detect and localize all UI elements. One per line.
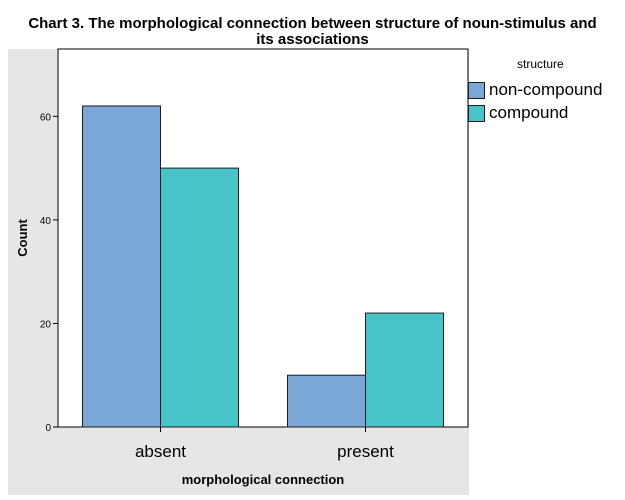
chart-title-line-1: Chart 3. The morphological connection be… (28, 15, 597, 32)
bar-compound-absent (160, 167, 239, 428)
x-tick-label-present: present (337, 442, 394, 461)
legend-swatch-compound (468, 104, 485, 122)
legend-label-compound: compound (489, 103, 569, 122)
chart-title-line-2: its associations (256, 31, 369, 48)
y-axis-label: Count (15, 219, 30, 257)
y-tick-label-60: 60 (40, 112, 52, 123)
x-tick-label-absent: absent (135, 442, 186, 461)
y-tick-label-0: 0 (45, 423, 51, 434)
bar-non-compound-present (287, 374, 366, 428)
legend-label-non-compound: non-compound (489, 80, 603, 99)
legend-item-non-compound: non-compound (468, 80, 602, 100)
x-axis-label: morphological connection (182, 472, 345, 487)
bar-compound-present (365, 312, 444, 428)
legend-item-compound: compound (468, 103, 568, 123)
bar-non-compound-absent (82, 105, 161, 428)
y-tick-label-40: 40 (40, 216, 52, 227)
legend-swatch-non-compound (468, 81, 485, 99)
legend-title: structure (517, 57, 564, 71)
y-tick-label-20: 20 (40, 319, 52, 330)
